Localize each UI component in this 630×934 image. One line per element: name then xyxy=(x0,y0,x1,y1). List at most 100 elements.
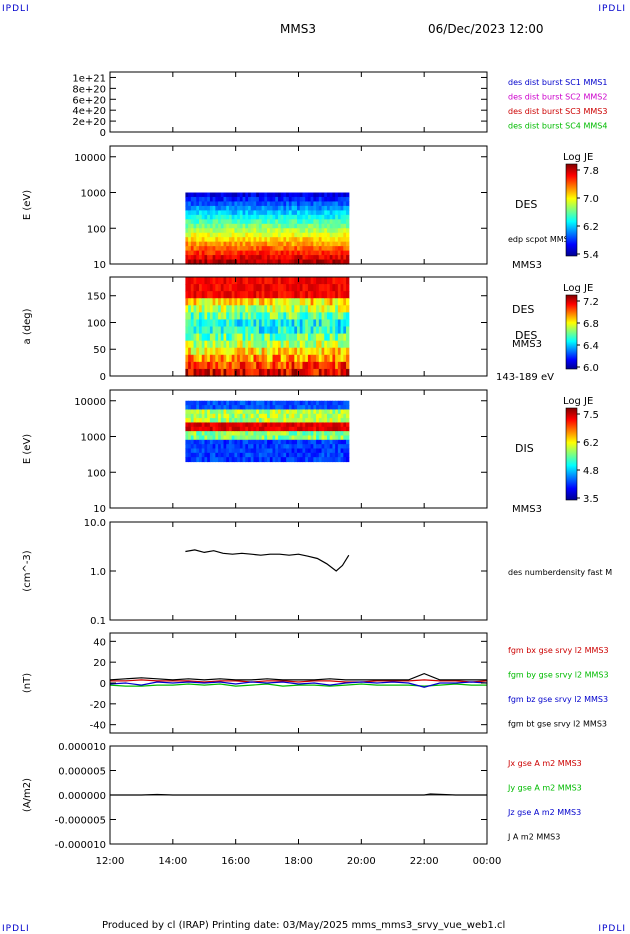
spectrogram-cell xyxy=(242,277,246,285)
spectrogram-cell xyxy=(228,214,233,220)
spectrogram-cell xyxy=(335,232,339,238)
spectrogram-cell xyxy=(185,340,189,349)
spectrogram-cell xyxy=(234,232,238,238)
spectrogram-cell xyxy=(199,237,203,243)
spectrogram-cell xyxy=(302,259,306,265)
spectrogram-cell xyxy=(286,246,290,252)
spectrogram-cell xyxy=(321,277,325,285)
spectrogram-cell xyxy=(340,246,344,252)
spectrogram-cell xyxy=(190,277,195,285)
spectrogram-cell xyxy=(294,223,298,229)
spectrogram-cell xyxy=(188,457,192,463)
spectrogram-cell xyxy=(253,246,257,252)
spectrogram-cell xyxy=(297,250,301,256)
spectrogram-cell xyxy=(193,277,197,285)
spectrogram-cell xyxy=(220,400,225,406)
spectrogram-cell xyxy=(190,214,195,220)
spectrogram-cell xyxy=(335,354,339,363)
spectrogram-cell xyxy=(297,452,301,458)
spectrogram-cell xyxy=(324,347,328,356)
spectrogram-cell xyxy=(294,368,298,377)
spectrogram-cell xyxy=(297,255,301,261)
spectrogram-cell xyxy=(196,426,200,432)
spectrogram-cell xyxy=(283,305,287,313)
spectrogram-cell xyxy=(237,340,241,349)
spectrogram-cell xyxy=(223,246,227,252)
spectrogram-cell xyxy=(223,333,227,342)
spectrogram-cell xyxy=(215,457,219,463)
spectrogram-cell xyxy=(318,426,323,432)
spectrogram-cell xyxy=(223,228,227,234)
spectrogram-cell xyxy=(286,448,290,454)
spectrogram-cell xyxy=(286,418,290,424)
spectrogram-cell xyxy=(253,196,257,203)
spectrogram-cell xyxy=(261,228,265,234)
spectrogram-cell xyxy=(218,312,222,321)
spectrogram-cell xyxy=(288,255,293,261)
spectrogram-cell xyxy=(310,422,314,428)
spectrogram-cell xyxy=(190,435,195,441)
spectrogram-cell xyxy=(190,409,195,415)
spectrogram-cell xyxy=(324,250,328,256)
y-tick-label: -0.000010 xyxy=(55,840,106,851)
spectrogram-cell xyxy=(209,255,214,261)
spectrogram-cell xyxy=(286,241,290,247)
spectrogram-cell xyxy=(253,223,257,229)
y-tick-label: 10000 xyxy=(74,397,106,408)
spectrogram-cell xyxy=(242,444,246,450)
spectrogram-cell xyxy=(237,196,241,203)
spectrogram-cell xyxy=(275,452,279,458)
spectrogram-cell xyxy=(256,422,260,428)
spectrogram-cell xyxy=(199,312,203,321)
spectrogram-cell xyxy=(321,228,325,234)
spectrogram-cell xyxy=(288,326,293,335)
spectrogram-cell xyxy=(277,333,282,342)
spectrogram-cell xyxy=(188,413,192,419)
spectrogram-cell xyxy=(335,205,339,211)
spectrogram-cell xyxy=(326,444,331,450)
spectrogram-cell xyxy=(335,409,339,415)
spectrogram-cell xyxy=(291,361,295,370)
spectrogram-cell xyxy=(310,347,314,356)
spectrogram-cell xyxy=(253,333,257,342)
panel-frame xyxy=(109,71,488,133)
x-tick-label: 14:00 xyxy=(158,856,187,867)
spectrogram-cell xyxy=(212,232,216,238)
spectrogram-cell xyxy=(250,241,255,247)
spectrogram-cell xyxy=(250,312,255,321)
colorbar-tick-label: 6.2 xyxy=(583,438,599,449)
spectrogram-cell xyxy=(231,298,236,306)
spectrogram-cell xyxy=(305,250,309,256)
spectrogram-cell xyxy=(193,413,197,419)
spectrogram-cell xyxy=(242,319,246,328)
spectrogram-cell xyxy=(237,250,241,256)
spectrogram-cell xyxy=(193,192,197,198)
spectrogram-cell xyxy=(231,219,236,225)
spectrogram-cell xyxy=(204,210,208,216)
spectrogram-cell xyxy=(253,205,257,211)
spectrogram-cell xyxy=(316,246,320,252)
spectrogram-cell xyxy=(313,431,317,437)
spectrogram-cell xyxy=(326,219,331,225)
spectrogram-cell xyxy=(329,305,334,313)
spectrogram-cell xyxy=(264,418,268,424)
spectrogram-cell xyxy=(326,435,331,441)
y-tick-label: 1e+21 xyxy=(72,73,106,84)
colorbar-tick-label: 4.8 xyxy=(583,466,599,477)
spectrogram-cell xyxy=(335,259,339,265)
spectrogram-cell xyxy=(332,448,336,454)
y-tick-label: 1.0 xyxy=(90,567,106,578)
spectrogram-cell xyxy=(212,210,216,216)
spectrogram-cell xyxy=(261,210,265,216)
spectrogram-cell xyxy=(343,418,347,424)
spectrogram-cell xyxy=(237,241,241,247)
spectrogram-cell xyxy=(218,259,222,265)
spectrogram-cell xyxy=(218,457,222,463)
spectrogram-cell xyxy=(264,201,268,207)
spectrogram-cell xyxy=(329,326,334,335)
spectrogram-cell xyxy=(193,448,197,454)
spectrogram-cell xyxy=(346,291,350,299)
spectrogram-cell xyxy=(199,409,203,415)
spectrogram-cell xyxy=(237,219,241,225)
spectrogram-cell xyxy=(193,439,197,445)
